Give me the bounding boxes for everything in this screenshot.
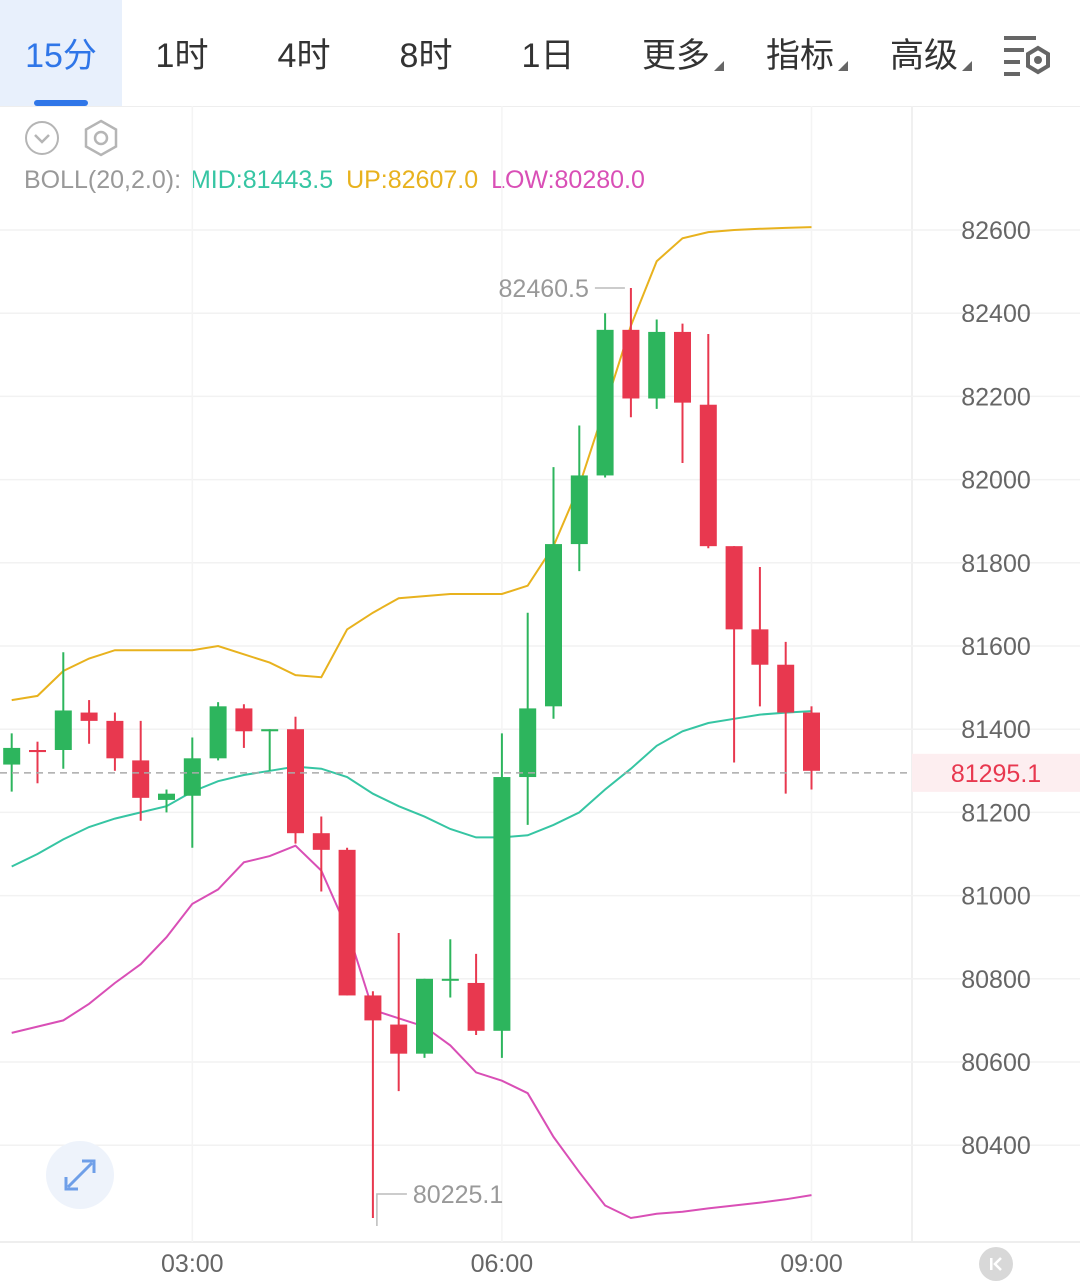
candle-body-down [751,629,769,665]
tab-label: 高级 [890,37,958,75]
candle-body-up [545,544,562,707]
boll-mid-line [11,710,812,868]
boll-upper-line [11,226,812,702]
candle-body-down [312,833,330,850]
tab-label: 指标 [766,37,834,75]
candle-body-down [29,750,46,753]
candle-body-down [80,712,98,721]
tab-label: 1时 [155,37,209,75]
candle-body-down [132,760,150,798]
candle-body-up [648,331,666,399]
candle-body-up [209,706,227,759]
candle-body-down [803,712,820,771]
dropdown-arrow-icon [838,61,848,71]
candle-body-down [364,995,382,1021]
candle-body-up [441,978,459,981]
x-tick-label: 03:00 [161,1250,224,1278]
x-tick-label: 06:00 [471,1250,534,1278]
candle-body-down [287,729,304,834]
candle-body-down [390,1024,408,1054]
boll-indicator-legend: BOLL(20,2.0): MID:81443.5 UP:82607.0 LOW… [24,166,651,195]
y-tick-label: 82200 [961,383,1031,411]
low-annotation-label: 80225.1 [413,1181,503,1209]
candle-body-up [3,747,21,765]
boll-lower-line [11,844,812,1220]
last-price-label: 81295.1 [951,760,1041,788]
hexagon-settings-icon[interactable] [82,119,120,162]
chart-settings-icon[interactable] [1000,30,1058,82]
candle-body-up [416,978,433,1054]
y-tick-label: 82000 [961,467,1031,495]
y-tick-label: 80400 [961,1132,1031,1160]
high-annotation-label: 82460.5 [499,275,589,303]
expand-arrows-icon[interactable] [46,1141,114,1209]
candle-body-up [519,708,537,778]
boll-mid-value: MID:81443.5 [189,166,334,194]
skip-to-start-icon[interactable] [979,1247,1013,1281]
candle-body-up [570,475,588,545]
candle-body-down [622,329,640,399]
candle-body-up [261,729,279,732]
tab-more[interactable]: 更多 [628,0,738,106]
dropdown-arrow-icon [962,61,972,71]
y-tick-label: 81000 [961,883,1031,911]
boll-up-value: UP:82607.0 [346,166,479,194]
chevron-down-circle-icon[interactable] [24,120,60,161]
candle-body-down [467,982,485,1031]
tab-15min[interactable]: 15分 [0,0,122,106]
boll-low-value: LOW:80280.0 [491,166,645,194]
timeframe-tabbar: 15分 1时 4时 8时 1日 更多 指标 高级 [0,0,1080,107]
tab-label: 8时 [399,37,453,75]
candle-body-down [699,404,717,547]
tab-label: 更多 [642,37,710,75]
candle-body-up [158,793,175,800]
candle-body-down [235,708,253,732]
active-tab-indicator [34,100,88,106]
candle-body-down [338,849,356,996]
candle-body-up [596,329,614,476]
candle-body-down [106,720,124,759]
y-tick-label: 82600 [961,217,1031,245]
y-tick-label: 81800 [961,550,1031,578]
tab-4h[interactable]: 4时 [258,0,350,106]
tab-label: 15分 [25,37,97,75]
y-tick-label: 81600 [961,633,1031,661]
candle-body-down [777,664,795,713]
low-annotation-leader [376,1193,407,1226]
candle-body-up [54,710,72,750]
y-tick-label: 80600 [961,1049,1031,1077]
tab-advanced[interactable]: 高级 [876,0,986,106]
candlestick-chart[interactable]: 82600 82400 82200 82000 81800 81600 81400 81200… [0,106,1080,1282]
dropdown-arrow-icon [714,61,724,71]
y-tick-label: 80800 [961,966,1031,994]
candle-body-up [183,758,201,796]
tab-1h[interactable]: 1时 [136,0,228,106]
last-price-tag [912,753,1080,792]
tab-indicators[interactable]: 指标 [752,0,862,106]
candle-body-up [493,777,511,1031]
y-tick-label: 81200 [961,799,1031,827]
tab-1d[interactable]: 1日 [502,0,594,106]
x-tick-label: 09:00 [780,1250,843,1278]
tab-label: 4时 [277,37,331,75]
y-tick-label: 81400 [961,716,1031,744]
tab-8h[interactable]: 8时 [380,0,472,106]
y-tick-label: 82400 [961,300,1031,328]
tab-label: 1日 [521,37,575,75]
candle-body-down [725,546,743,630]
candle-body-down [674,331,691,403]
boll-name: BOLL(20,2.0): [24,166,182,194]
